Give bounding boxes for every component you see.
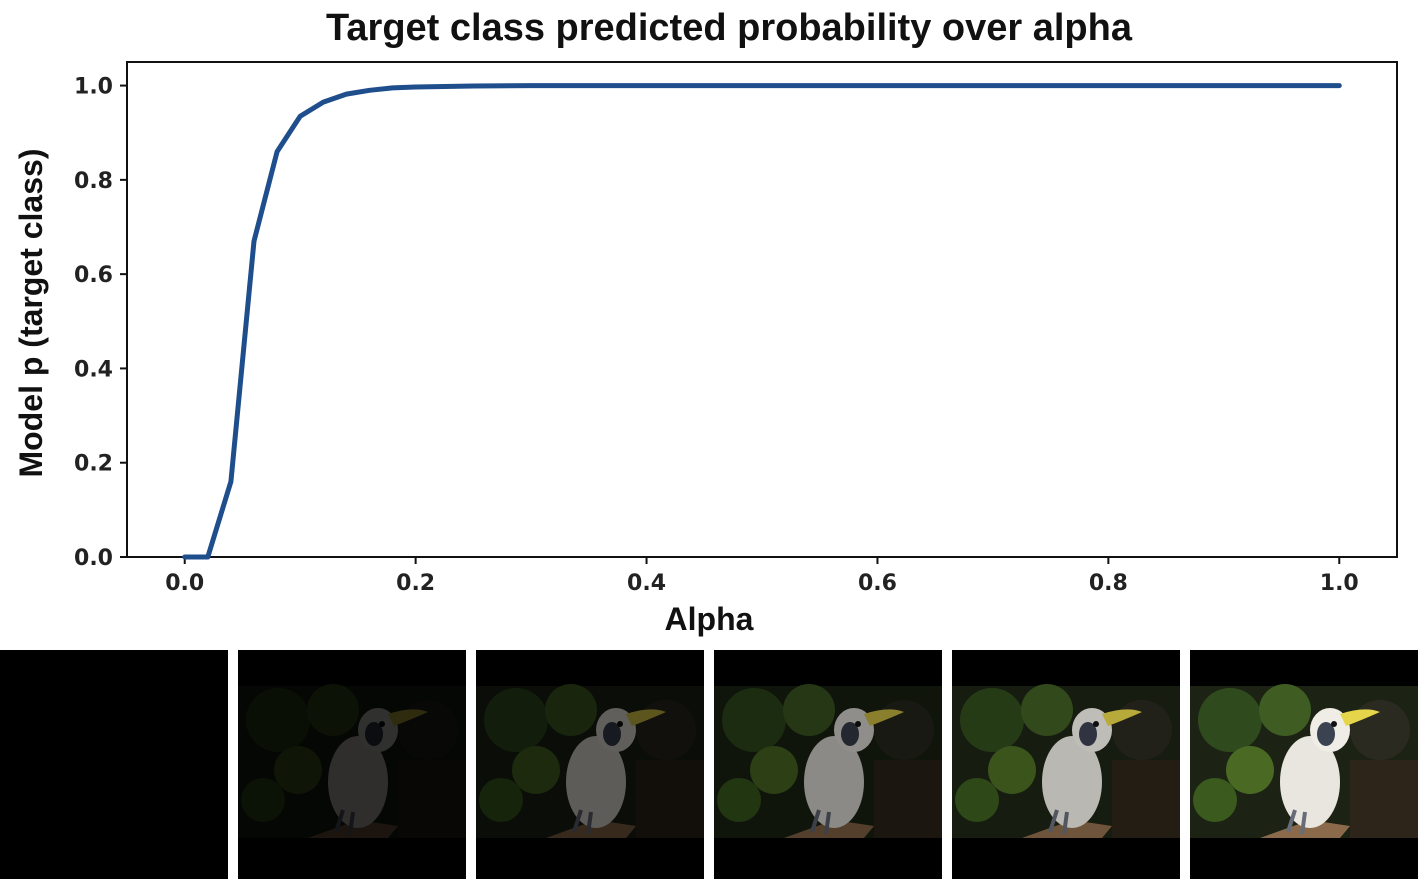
cockatoo-image	[952, 650, 1180, 879]
x-tick-label: 0.2	[396, 571, 435, 596]
x-tick-label: 0.6	[858, 571, 897, 596]
interpolation-thumbnails	[0, 650, 1418, 879]
x-axis-label: Alpha	[665, 601, 754, 637]
y-tick-label: 0.4	[74, 357, 113, 382]
thumbnail-alpha-2	[476, 650, 704, 879]
x-tick-label: 1.0	[1320, 571, 1359, 596]
thumbnail-alpha-0	[0, 650, 228, 879]
y-tick-label: 0.0	[74, 546, 113, 571]
series-line	[182, 83, 1342, 560]
x-tick-label: 0.4	[627, 571, 666, 596]
y-axis-label: Model p (target class)	[13, 149, 49, 478]
cockatoo-image	[476, 650, 704, 879]
chart-title: Target class predicted probability over …	[326, 7, 1133, 49]
x-tick-label: 0.0	[165, 571, 204, 596]
thumbnail-alpha-4	[952, 650, 1180, 879]
axis-ticks: 0.0 0.2 0.4 0.6 0.8 1.0 0.0 0.2 0.4 0.6 0.8 1.0	[74, 75, 1359, 596]
y-tick-label: 0.8	[74, 169, 113, 194]
x-tick-label: 0.8	[1089, 571, 1128, 596]
thumbnail-alpha-1	[238, 650, 466, 879]
plot-frame	[126, 61, 1398, 558]
cockatoo-image	[1190, 650, 1418, 879]
y-tick-label: 0.2	[74, 452, 113, 477]
thumbnail-alpha-3	[714, 650, 942, 879]
y-tick-label: 1.0	[74, 75, 113, 100]
chart: Target class predicted probability over …	[13, 7, 1398, 637]
y-tick-label: 0.6	[74, 263, 113, 288]
cockatoo-image	[238, 650, 466, 879]
cockatoo-image	[714, 650, 942, 879]
thumbnail-alpha-5	[1190, 650, 1418, 879]
